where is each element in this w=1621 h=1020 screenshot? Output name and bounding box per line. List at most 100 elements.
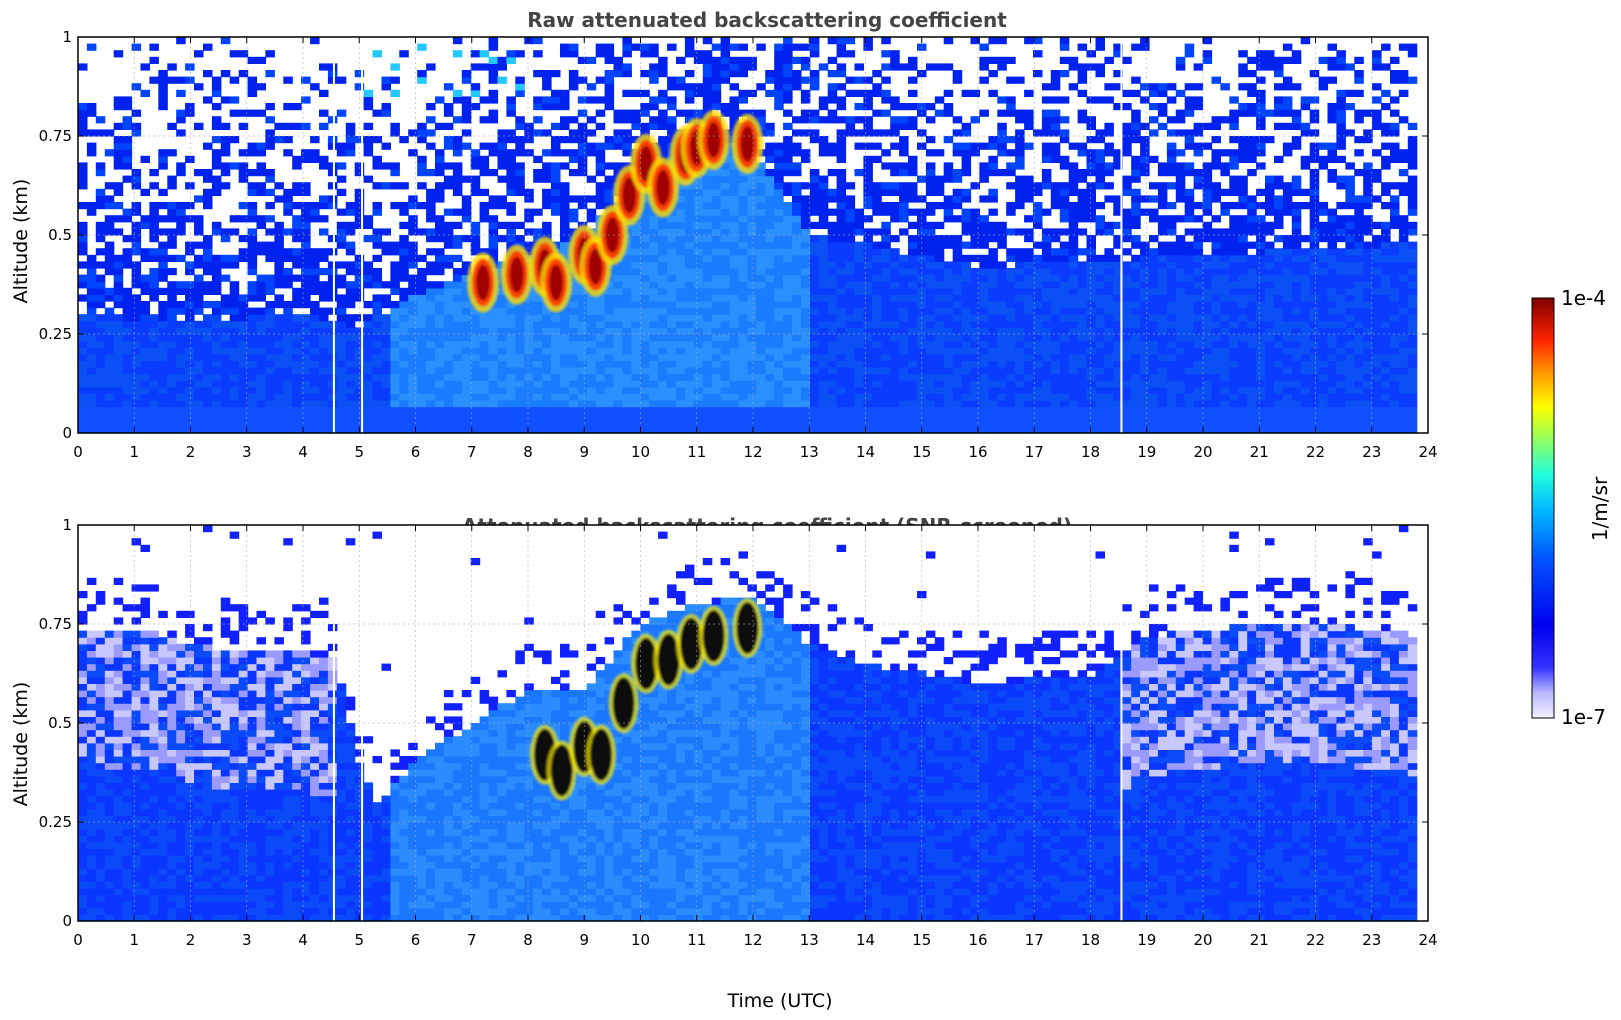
heatmap-cell xyxy=(952,142,963,150)
heatmap-cell xyxy=(568,228,579,236)
heatmap-cell xyxy=(185,103,195,111)
heatmap-cell xyxy=(747,320,757,328)
heatmap-cell xyxy=(845,360,856,368)
heatmap-cell xyxy=(702,320,713,328)
heatmap-cell xyxy=(1015,393,1025,401)
heatmap-cell xyxy=(997,367,1007,375)
heatmap-cell xyxy=(917,347,927,355)
heatmap-cell xyxy=(997,327,1007,335)
heatmap-cell xyxy=(452,208,463,216)
heatmap-cell xyxy=(577,413,588,421)
heatmap-cell xyxy=(934,334,945,342)
heatmap-cell xyxy=(203,96,213,104)
heatmap-cell xyxy=(568,334,579,342)
heatmap-cell xyxy=(863,235,873,243)
heatmap-cell xyxy=(479,215,490,223)
heatmap-cell xyxy=(203,334,213,342)
heatmap-cell xyxy=(970,327,980,335)
heatmap-cell xyxy=(390,340,400,348)
heatmap-cell xyxy=(1059,413,1070,421)
heatmap-cell xyxy=(658,228,668,236)
heatmap-cell xyxy=(863,274,873,282)
heatmap-cell xyxy=(800,149,811,157)
heatmap-cell xyxy=(881,340,891,348)
heatmap-cell xyxy=(988,314,998,322)
heatmap-cell xyxy=(301,155,311,163)
heatmap-cell xyxy=(881,373,891,381)
heatmap-cell xyxy=(417,419,427,427)
heatmap-cell xyxy=(818,393,829,401)
heatmap-cell xyxy=(702,202,713,210)
heatmap-cell xyxy=(613,426,623,434)
heatmap-cell xyxy=(1015,261,1025,269)
heatmap-cell xyxy=(408,360,418,368)
heatmap-cell xyxy=(256,334,266,342)
heatmap-cell xyxy=(792,162,802,170)
heatmap-cell xyxy=(604,426,615,434)
heatmap-cell xyxy=(899,268,909,276)
heatmap-cell xyxy=(167,347,177,355)
heatmap-cell xyxy=(765,426,775,434)
heatmap-cell xyxy=(319,400,329,408)
heatmap-cell xyxy=(372,274,382,282)
heatmap-cell xyxy=(756,419,766,427)
heatmap-cell xyxy=(997,380,1007,388)
heatmap-cell xyxy=(693,301,704,309)
heatmap-cell xyxy=(194,241,204,249)
heatmap-cell xyxy=(1077,294,1088,302)
heatmap-cell xyxy=(747,393,757,401)
heatmap-cell xyxy=(211,307,222,315)
heatmap-cell xyxy=(435,340,445,348)
heatmap-cell xyxy=(1077,208,1088,216)
heatmap-cell xyxy=(622,419,632,427)
heatmap-cell xyxy=(1059,268,1070,276)
heatmap-cell xyxy=(131,281,142,289)
heatmap-cell xyxy=(515,149,525,157)
heatmap-cell xyxy=(917,175,927,183)
heatmap-cell xyxy=(845,426,856,434)
heatmap-cell xyxy=(934,254,945,262)
heatmap-cell xyxy=(667,43,677,51)
heatmap-cell xyxy=(363,353,374,361)
heatmap-cell xyxy=(158,320,168,328)
heatmap-cell xyxy=(417,301,427,309)
heatmap-cell xyxy=(158,400,168,408)
heatmap-cell xyxy=(684,70,695,78)
heatmap-cell xyxy=(211,149,222,157)
heatmap-cell xyxy=(194,50,204,58)
heatmap-cell xyxy=(729,188,739,196)
heatmap-cell xyxy=(720,103,731,111)
heatmap-cell xyxy=(310,136,320,144)
heatmap-cell xyxy=(95,162,106,170)
heatmap-cell xyxy=(827,386,838,394)
heatmap-cell xyxy=(622,307,632,315)
heatmap-cell xyxy=(256,340,266,348)
heatmap-cell xyxy=(997,96,1007,104)
heatmap-cell xyxy=(1024,268,1034,276)
heatmap-cell xyxy=(345,268,356,276)
heatmap-cell xyxy=(684,400,695,408)
heatmap-cell xyxy=(997,63,1007,71)
heatmap-cell xyxy=(167,314,177,322)
heatmap-cell xyxy=(176,202,186,210)
heatmap-cell xyxy=(792,413,802,421)
heatmap-cell xyxy=(854,89,864,97)
heatmap-cell xyxy=(247,353,258,361)
heatmap-cell xyxy=(1006,109,1016,117)
heatmap-cell xyxy=(631,281,641,289)
heatmap-cell xyxy=(265,386,275,394)
heatmap-cell xyxy=(1041,327,1052,335)
heatmap-cell xyxy=(729,248,739,256)
heatmap-cell xyxy=(149,386,159,394)
heatmap-cell xyxy=(220,122,231,130)
heatmap-cell xyxy=(1024,386,1034,394)
heatmap-cell xyxy=(390,400,400,408)
heatmap-cell xyxy=(1077,400,1088,408)
heatmap-cell xyxy=(265,129,275,137)
heatmap-cell xyxy=(113,287,124,295)
heatmap-cell xyxy=(560,122,570,130)
heatmap-cell xyxy=(560,208,570,216)
heatmap-cell xyxy=(622,268,632,276)
heatmap-cell xyxy=(702,281,713,289)
heatmap-cell xyxy=(319,195,329,203)
